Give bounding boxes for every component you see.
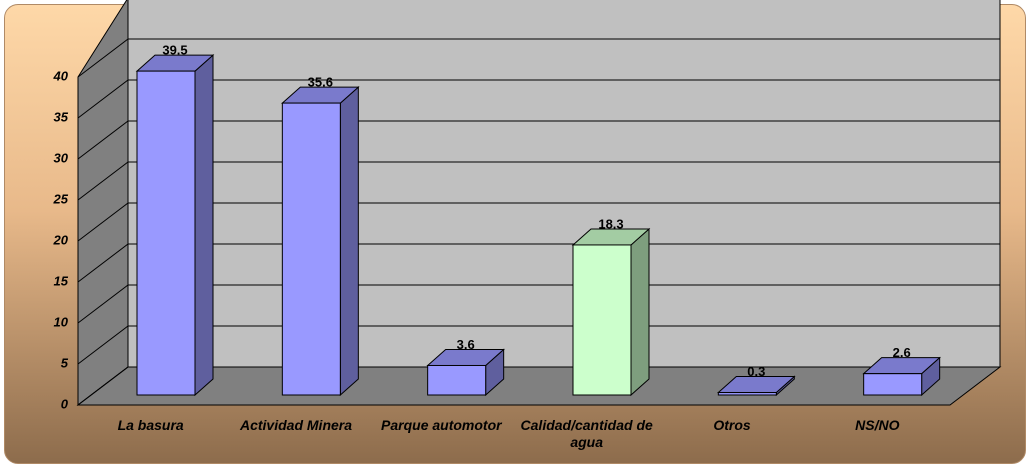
- bar-side: [339, 85, 359, 397]
- side-wall: [77, 0, 129, 407]
- value-label: 35.6: [308, 75, 333, 90]
- bar: [572, 244, 632, 396]
- bar-side: [194, 53, 214, 397]
- y-tick-label: 5: [61, 355, 69, 370]
- bar: [136, 70, 196, 396]
- bar: [863, 373, 923, 396]
- back-wall: [127, 0, 1001, 368]
- grid-line: [77, 79, 129, 119]
- value-label: 39.5: [162, 43, 187, 58]
- y-tick-label: 15: [54, 273, 69, 288]
- y-tick-label: 25: [53, 191, 69, 206]
- grid-line: [77, 366, 129, 406]
- y-tick-label: 20: [53, 232, 69, 247]
- grid-line: [77, 120, 129, 160]
- y-tick-label: 35: [54, 109, 69, 124]
- grid-line: [77, 202, 129, 242]
- bar: [427, 364, 487, 396]
- x-tick-label: NS/NO: [855, 417, 900, 433]
- floor: [76, 366, 1002, 406]
- value-label: 18.3: [598, 216, 623, 231]
- value-label: 3.6: [457, 337, 475, 352]
- y-tick-label: 10: [54, 314, 69, 329]
- grid-line: [77, 38, 129, 78]
- value-label: 0.3: [747, 364, 765, 379]
- x-tick-label: La basura: [117, 417, 184, 433]
- grid-line: [77, 243, 129, 283]
- x-tick-label: Actividad Minera: [239, 417, 353, 433]
- y-tick-label: 0: [61, 396, 69, 411]
- value-label: 2.6: [893, 345, 911, 360]
- x-tick-label: Calidad/cantidad de agua: [520, 417, 653, 450]
- grid-line: [77, 161, 129, 201]
- bar: [281, 102, 341, 396]
- x-tick-label: Parque automotor: [381, 417, 502, 433]
- grid-line: [77, 284, 129, 324]
- bar: [717, 392, 777, 396]
- y-tick-label: 40: [53, 68, 69, 83]
- x-tick-label: Otros: [713, 417, 751, 433]
- bar-side: [630, 227, 650, 397]
- y-tick-label: 30: [54, 150, 69, 165]
- grid-line: [77, 325, 129, 365]
